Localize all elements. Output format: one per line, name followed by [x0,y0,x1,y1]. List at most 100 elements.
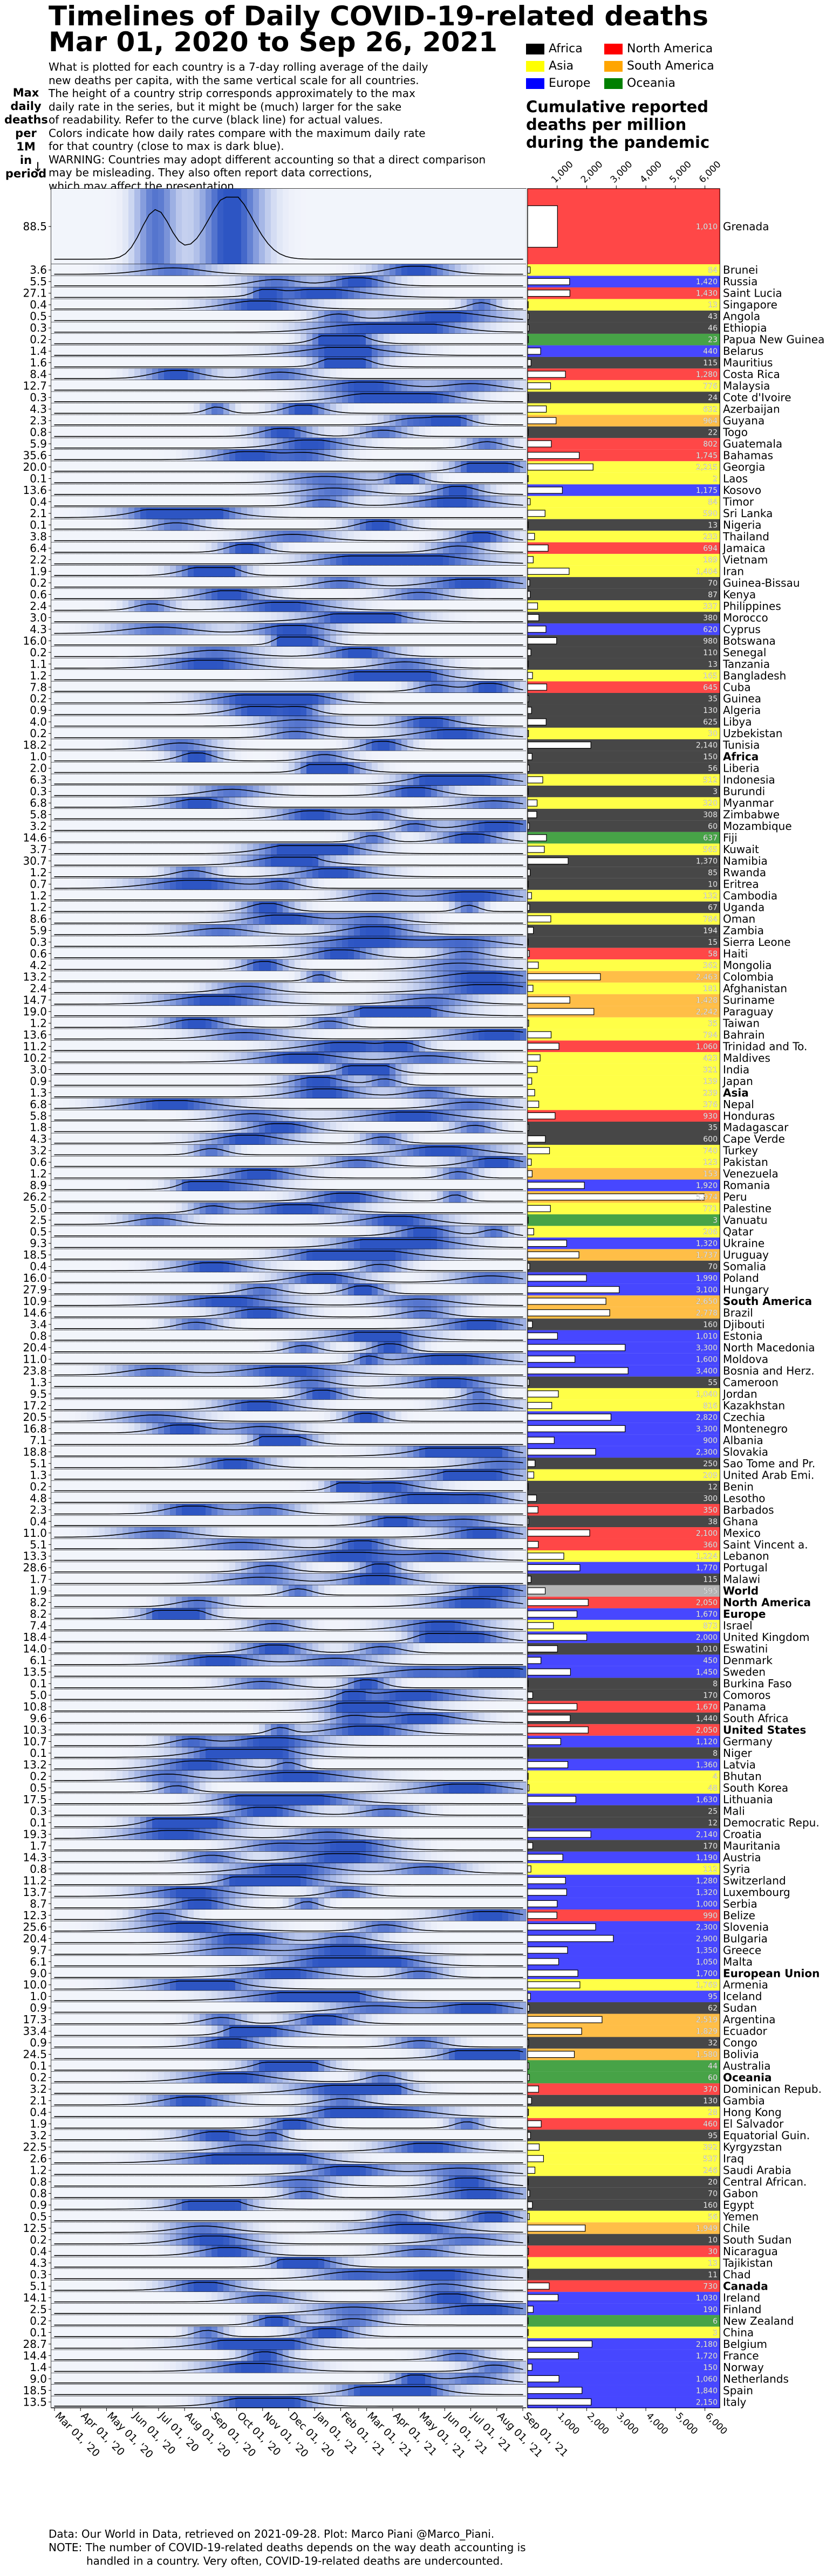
timeline-cell [342,658,349,670]
cumulative-value-label: 380 [703,614,718,622]
timeline-cell [514,496,521,508]
timeline-cell [99,449,105,462]
timeline-cell [117,310,123,322]
timeline-cell [253,542,260,554]
timeline-cell [306,670,313,682]
timeline-cell [384,484,390,496]
timeline-cell [146,356,153,369]
timeline-cell [87,647,93,658]
timeline-cell [63,496,70,508]
timeline-cell [413,391,420,403]
timeline-cell [502,391,509,403]
timeline-cell [401,727,408,739]
timeline-cell [134,391,141,403]
timeline-cell [277,368,283,380]
country-label: Iran [723,565,744,578]
timeline-cell [170,299,176,311]
timeline-cell [413,531,420,542]
daily-deaths-curve [54,694,523,704]
timeline-cell [182,647,188,658]
timeline-cell [514,461,521,473]
legend-label: Africa [549,42,583,56]
timeline-cell [289,496,295,508]
timeline-cell [508,577,515,589]
timeline-cell [508,310,515,322]
timeline-cell [128,299,135,311]
timeline-cell [229,751,236,763]
timeline-cell [395,647,402,658]
timeline-cell [455,774,461,786]
timeline-cell [69,808,76,821]
timeline-cell [401,345,408,357]
timeline-cell [342,391,349,403]
timeline-cell [401,612,408,624]
timeline-cell [69,484,76,496]
timeline-cell [437,762,443,774]
timeline-cell [140,391,147,403]
timeline-cell [140,322,147,334]
timeline-cell [259,461,265,473]
cumulative-bar [527,313,529,320]
timeline-cell [111,588,117,601]
timeline-cell [395,356,402,369]
country-label: Jamaica [722,541,766,554]
timeline-cell [164,356,170,369]
timeline-cell [265,635,271,647]
timeline-cell [182,461,188,473]
timeline-cell [312,681,319,693]
timeline-cell [395,472,402,485]
timeline-cell [283,647,289,658]
timeline-cell [318,658,325,670]
cumulative-bar [527,370,566,378]
timeline-cell [425,623,432,635]
timeline-cell [57,380,64,392]
timeline-cell [390,472,396,485]
timeline-cell [283,670,289,682]
timeline-cell [490,554,497,566]
timeline-cell [99,739,105,751]
timeline-cell [520,519,527,531]
timeline-cell [354,554,360,566]
timeline-cell [330,647,337,658]
timeline-cell [217,855,224,867]
timeline-cell [443,785,449,798]
timeline-cell [413,322,420,334]
timeline-cell [194,820,200,832]
timeline-cell [122,820,129,832]
timeline-cell [217,693,224,705]
timeline-cell [188,276,194,287]
timeline-cell [496,647,503,658]
timeline-cell [348,635,354,647]
timeline-cell [105,287,111,299]
timeline-cell [295,449,301,462]
timeline-cell [455,577,461,589]
timeline-cell [473,531,479,542]
timeline-cell [211,472,218,485]
max-daily-value: 0.8 [30,426,47,439]
timeline-cell [390,890,396,902]
timeline-cell [496,345,503,357]
timeline-cell [51,368,58,380]
timeline-cell [194,507,200,519]
timeline-cell [140,565,147,578]
timeline-cell [200,531,206,542]
timeline-cell [63,577,70,589]
timeline-cell [354,287,360,299]
timeline-cell [354,670,360,682]
max-daily-value: 1.0 [30,750,47,763]
timeline-cell [437,693,443,705]
timeline-cell [514,189,521,264]
timeline-cell [407,762,414,774]
cumulative-strip [528,716,720,728]
timeline-cell [271,693,277,705]
timeline-cell [259,635,265,647]
timeline-cell [235,565,242,578]
timeline-cell [443,704,449,716]
timeline-cell [360,519,366,531]
timeline-cell [75,727,81,739]
timeline-cell [235,681,242,693]
timeline-cell [75,565,81,578]
timeline-cell [211,878,218,890]
timeline-cell [360,189,366,264]
timeline-cell [514,785,521,798]
